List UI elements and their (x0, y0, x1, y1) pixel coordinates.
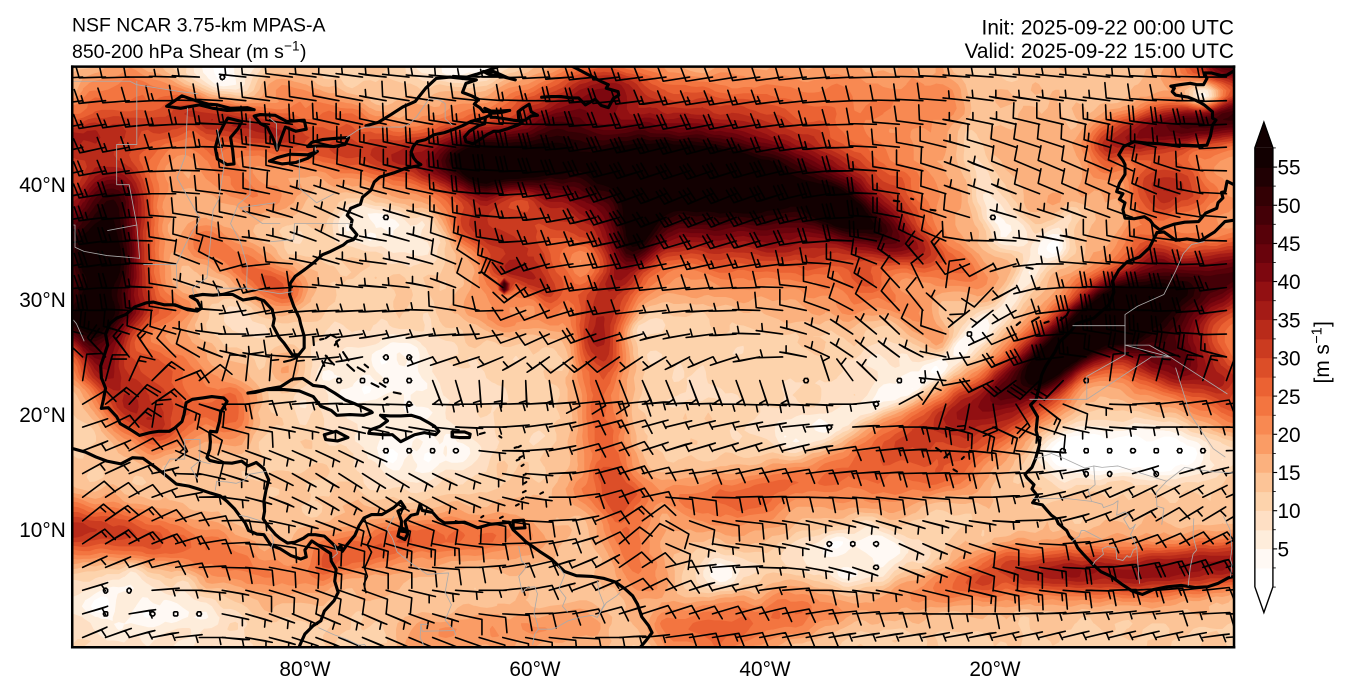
svg-text:80°W: 80°W (279, 658, 330, 681)
svg-text:30°N: 30°N (19, 289, 66, 312)
svg-text:45: 45 (1277, 233, 1300, 256)
svg-text:[ m s ] − 1: [ m s ] − 1 (1301, 315, 1334, 384)
svg-text:Init: 2025-09-22 00:00 UTC: Init: 2025-09-22 00:00 UTC (982, 17, 1234, 40)
svg-text:25: 25 (1277, 386, 1300, 409)
svg-text:55: 55 (1277, 157, 1300, 180)
svg-text:40°N: 40°N (19, 174, 66, 197)
svg-text:8 5 0 - 2 0 0 h P a S h e: 8 5 0 - 2 0 0 h P a S h e a r ( m s ) − … (72, 31, 313, 63)
svg-text:10: 10 (1277, 500, 1300, 523)
svg-text:15: 15 (1277, 462, 1300, 485)
svg-text:50: 50 (1277, 195, 1300, 218)
svg-text:30: 30 (1277, 348, 1300, 371)
svg-text:20: 20 (1277, 424, 1300, 447)
svg-text:35: 35 (1277, 309, 1300, 332)
svg-text:Valid: 2025-09-22 15:00 UTC: Valid: 2025-09-22 15:00 UTC (965, 40, 1234, 63)
svg-text:5: 5 (1277, 538, 1289, 561)
svg-text:60°W: 60°W (509, 658, 560, 681)
svg-text:10°N: 10°N (19, 519, 66, 542)
svg-text:40°W: 40°W (739, 658, 790, 681)
svg-text:40: 40 (1277, 271, 1300, 294)
svg-text:NSF NCAR 3.75-km MPAS-A: NSF NCAR 3.75-km MPAS-A (72, 14, 325, 36)
svg-text:20°N: 20°N (19, 404, 66, 427)
svg-text:20°W: 20°W (969, 658, 1020, 681)
